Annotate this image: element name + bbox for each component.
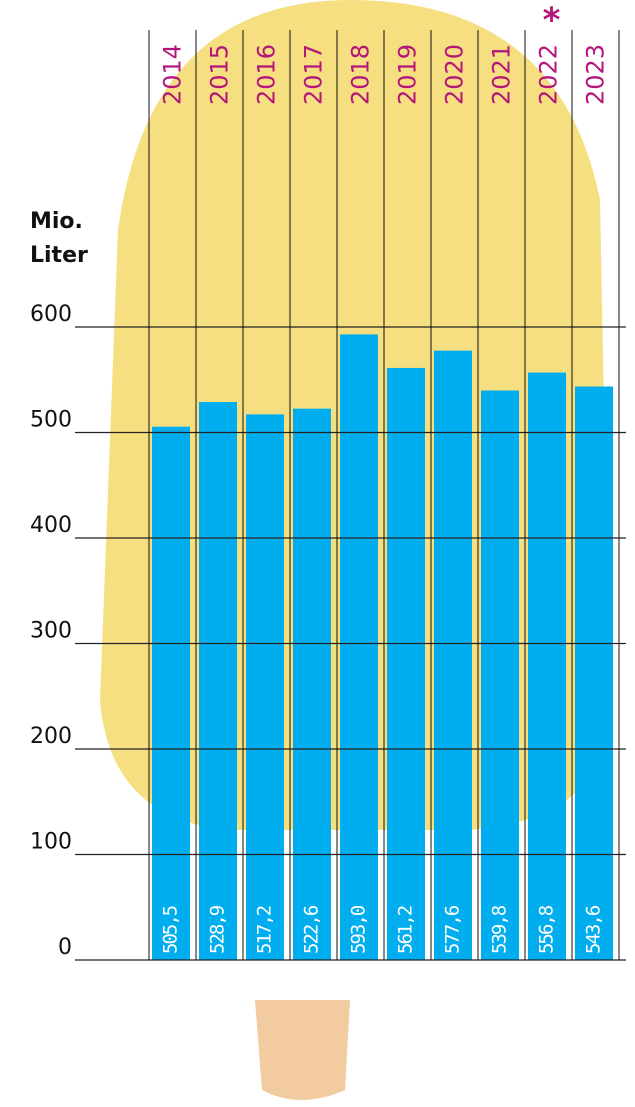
- y-tick-label: 100: [30, 830, 72, 855]
- value-label: 556,8: [536, 905, 558, 954]
- x-tick-label: 2022: [535, 44, 563, 105]
- y-tick-label: 500: [30, 408, 72, 433]
- x-tick-label: 2015: [206, 44, 234, 105]
- y-axis-label: Mio. Liter: [30, 209, 88, 268]
- bar: [387, 367, 425, 961]
- bar: [528, 372, 566, 960]
- y-tick-label: 0: [58, 935, 72, 960]
- value-label: 539,8: [489, 905, 511, 954]
- bar: [152, 426, 190, 960]
- x-tick-label: 2019: [394, 44, 422, 105]
- value-label: 517,2: [254, 906, 276, 954]
- y-tick-label: 600: [30, 302, 72, 327]
- value-label: 561,2: [395, 906, 417, 954]
- x-tick-label: 2020: [441, 44, 469, 105]
- value-label: 577,6: [442, 905, 464, 954]
- bar: [293, 408, 331, 961]
- value-label: 522,6: [301, 905, 323, 954]
- y-tick-label: 300: [30, 619, 72, 644]
- y-tick-label: 400: [30, 513, 72, 538]
- x-tick-label: 2017: [300, 44, 328, 105]
- value-label: 593,0: [348, 905, 370, 954]
- x-tick-label: 2014: [159, 44, 187, 105]
- bar: [340, 334, 378, 960]
- bar: [199, 402, 237, 960]
- bar: [246, 414, 284, 960]
- value-label: 505,5: [160, 906, 182, 954]
- y-tick-label: 200: [30, 724, 72, 749]
- bar: [481, 390, 519, 960]
- x-tick-label: 2016: [253, 44, 281, 105]
- bar: [434, 350, 472, 961]
- value-label: 543,6: [583, 905, 605, 954]
- x-tick-label: 2023: [582, 44, 610, 105]
- value-label: 528,9: [207, 905, 229, 954]
- popsicle-stick: [255, 1000, 350, 1100]
- annotation: *: [543, 1, 561, 41]
- x-tick-label: 2018: [347, 44, 375, 105]
- bar: [575, 386, 613, 960]
- x-tick-label: 2021: [488, 44, 516, 105]
